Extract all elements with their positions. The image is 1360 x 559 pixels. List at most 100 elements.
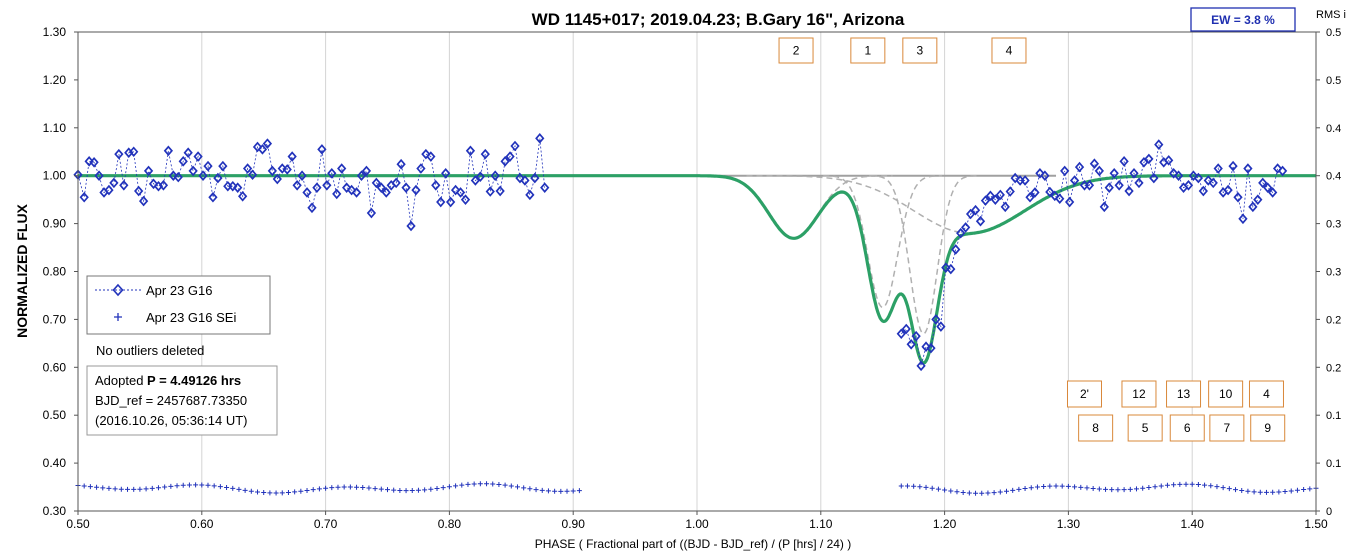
sei-point: [564, 488, 570, 494]
data-point: [470, 175, 481, 186]
data-point: [302, 187, 312, 198]
y2-tick-label: 0.2: [1326, 314, 1341, 326]
sei-point: [112, 486, 118, 492]
bottom-segment-row1-label: 2': [1080, 387, 1089, 401]
sei-point: [174, 483, 180, 489]
data-point: [366, 207, 377, 219]
data-point: [1010, 172, 1020, 184]
sei-point: [1177, 481, 1183, 487]
sei-point: [279, 490, 285, 496]
data-point: [262, 138, 273, 149]
top-segment-box: [991, 37, 1027, 64]
sei-series: [75, 481, 1319, 496]
bjd-ref-date: (2016.10.26, 05:36:14 UT): [95, 413, 248, 428]
summed-model-line: [78, 174, 1316, 365]
top-segment-box: [850, 37, 886, 64]
data-point: [431, 179, 441, 191]
bottom-segment-row1-label: 13: [1177, 387, 1191, 401]
data-point: [346, 184, 357, 196]
grid: [201, 32, 1193, 511]
sei-point: [1152, 484, 1158, 490]
data-point: [287, 151, 297, 162]
data-point: [975, 215, 986, 227]
top-segment-label: 2: [793, 44, 800, 58]
sei-point: [1202, 482, 1208, 488]
period-prefix: Adopted: [95, 373, 147, 388]
data-point: [213, 172, 223, 184]
data-point: [114, 148, 124, 160]
data-point: [1213, 163, 1223, 174]
sei-point: [1072, 484, 1078, 490]
sei-point: [298, 488, 304, 494]
data-point: [327, 168, 337, 179]
data-point: [1154, 139, 1164, 150]
sei-point: [1078, 484, 1084, 490]
data-point: [1238, 213, 1248, 225]
sei-point: [508, 483, 514, 489]
data-point: [475, 171, 485, 182]
sei-point: [440, 485, 446, 491]
data-point: [485, 186, 495, 197]
data-point: [1050, 190, 1060, 202]
data-point: [436, 196, 446, 208]
data-point: [1198, 185, 1208, 197]
y-tick-label: 0.80: [43, 265, 67, 279]
y2-tick-label: 0.2: [1326, 362, 1341, 374]
bottom-segment-row1-box: [1166, 380, 1202, 408]
period-box: [86, 365, 278, 436]
data-point: [371, 177, 381, 189]
sei-point: [453, 483, 459, 489]
sei-point: [168, 483, 174, 489]
sei-point: [1195, 482, 1201, 488]
data-point: [906, 339, 916, 350]
data-point: [1183, 179, 1194, 191]
sei-point: [465, 481, 471, 487]
data-point: [267, 165, 277, 177]
sei-point: [997, 489, 1003, 495]
sei-point: [1214, 484, 1220, 490]
sei-point: [514, 484, 520, 490]
sei-point: [1171, 482, 1177, 488]
outliers-note: No outliers deleted: [96, 343, 204, 358]
sei-point: [180, 482, 186, 488]
x-axis-label: PHASE ( Fractional part of ((BJD - BJD_r…: [535, 537, 852, 551]
sei-point: [570, 488, 576, 494]
data-point: [1045, 186, 1055, 198]
sei-point: [1251, 489, 1257, 495]
data-point: [391, 177, 401, 189]
component-dip-curve: [823, 174, 943, 309]
sei-point: [1239, 488, 1245, 494]
legend: Apr 23 G16 Apr 23 G16 SEi: [86, 275, 271, 335]
plus-marker-icon: [114, 313, 122, 321]
sei-point: [310, 487, 316, 493]
sei-point: [898, 483, 904, 489]
bottom-segment-row1-label: 12: [1132, 387, 1146, 401]
data-point: [1233, 191, 1243, 203]
sei-point: [1276, 489, 1282, 495]
y2-tick-label: 0.4: [1326, 123, 1341, 135]
y-tick-label: 1.30: [43, 25, 67, 39]
sei-point: [1047, 483, 1053, 489]
sei-point: [316, 486, 322, 492]
x-tick-label: 1.20: [933, 517, 957, 531]
data-point: [1149, 172, 1159, 184]
sei-point: [917, 484, 923, 490]
sei-point: [285, 489, 291, 495]
sei-point: [94, 484, 100, 490]
top-segment-label: 4: [1006, 44, 1013, 58]
sei-point: [397, 487, 403, 493]
data-point: [337, 163, 347, 174]
data-point: [208, 191, 218, 203]
sei-point: [558, 488, 564, 494]
data-point: [1094, 165, 1104, 177]
sei-point: [991, 490, 997, 496]
y2-tick-label: 0: [1326, 506, 1332, 518]
sei-point: [149, 485, 155, 491]
data-point: [1119, 156, 1129, 167]
sei-point: [1220, 485, 1226, 491]
sei-point: [1282, 489, 1288, 495]
data-point: [252, 141, 263, 153]
sei-point: [484, 481, 490, 487]
top-segment-box: [778, 37, 814, 64]
